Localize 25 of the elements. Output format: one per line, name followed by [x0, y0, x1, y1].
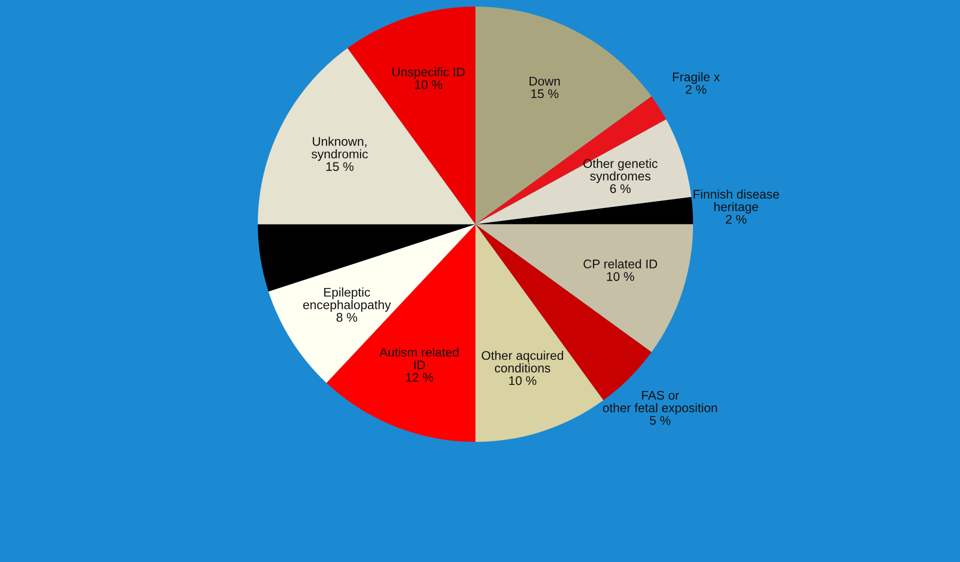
data-label: 12 % — [406, 372, 434, 382]
pie-slice — [475, 224, 604, 442]
pie-slice — [268, 224, 476, 383]
data-label: 2 % — [726, 214, 746, 224]
data-label: 10 % — [415, 80, 442, 89]
slice-label: Finnish disease heritage — [694, 189, 779, 214]
data-label: 10 % — [509, 376, 536, 386]
data-label: 2 % — [686, 85, 706, 94]
data-label: 6 % — [610, 184, 631, 194]
pie-slice — [475, 224, 694, 352]
data-label: 10 % — [607, 272, 634, 281]
slice-label: Other genetic syndromes — [583, 158, 658, 183]
data-label: 15 % — [531, 89, 558, 98]
slice-label: Down — [530, 76, 560, 86]
slice-label: CP related ID — [584, 259, 658, 268]
slice-label: Autism related ID — [379, 348, 458, 370]
slice-label: Unspecific ID — [392, 67, 465, 79]
data-label: 15 % — [326, 162, 354, 171]
data-label: 5 % — [650, 416, 670, 425]
data-label: 8 % — [336, 312, 358, 322]
slice-label: Other aqcuired conditions — [482, 350, 564, 372]
slice-label: Unknown, syndromic — [312, 136, 368, 161]
slice-label: Fragile x — [673, 72, 720, 84]
slice-label: FAS or other fetal exposition — [602, 390, 717, 415]
slice-label: Epileptic encephalopathy — [303, 287, 391, 312]
